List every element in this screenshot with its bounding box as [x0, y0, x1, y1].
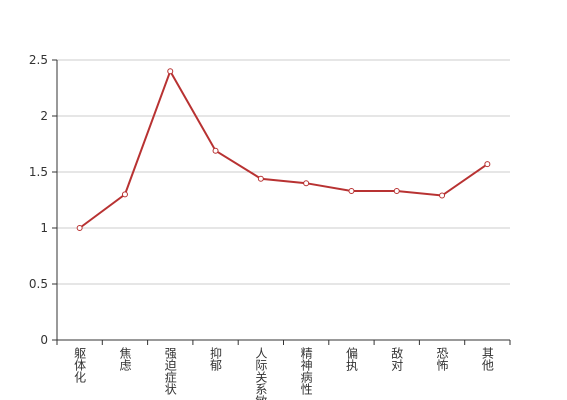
x-tick-label: 恐怖: [435, 347, 449, 371]
y-tick-label: 2: [40, 109, 48, 123]
x-tick-label: 抑郁: [209, 346, 223, 372]
data-point: [76, 225, 83, 231]
data-point: [167, 68, 174, 75]
x-tick-label: 人际关系敏感: [254, 347, 268, 400]
x-tick-label: 敌对: [390, 346, 404, 371]
data-point: [439, 192, 446, 199]
data-line: [79, 68, 488, 229]
data-point: [484, 161, 491, 168]
data-point: [348, 188, 355, 195]
data-point: [303, 180, 310, 187]
x-tick-label: 其他: [480, 347, 494, 371]
x-tick-label: 躯体化: [73, 346, 87, 384]
data-point: [257, 175, 264, 182]
data-point: [393, 188, 400, 195]
y-tick-label: 2.5: [29, 53, 48, 67]
y-tick-label: 0.5: [29, 277, 48, 291]
x-tick-label: 强迫症状: [163, 347, 177, 395]
data-point: [212, 147, 219, 154]
x-tick-label: 偏执: [344, 346, 358, 372]
x-tick-label: 焦虑: [118, 347, 132, 371]
y-tick-label: 1.5: [29, 165, 48, 179]
data-point: [121, 191, 128, 198]
x-tick-label: 精神病性: [299, 347, 313, 396]
y-tick-label: 1: [40, 221, 48, 235]
y-tick-label: 0: [40, 333, 48, 347]
